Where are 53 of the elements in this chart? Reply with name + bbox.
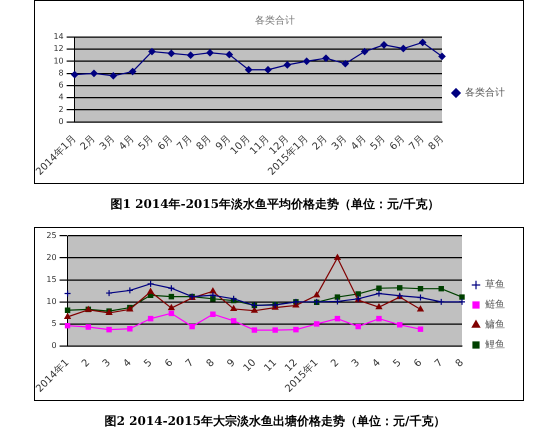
y-tick-label: 20 — [46, 252, 57, 262]
x-tick-label: 8 — [454, 357, 466, 370]
legend-label: 鳙鱼 — [485, 318, 505, 331]
x-tick-label: 5月 — [136, 133, 156, 153]
legend-label: 草鱼 — [485, 278, 505, 291]
y-tick-label: 15 — [46, 274, 57, 284]
chart-title: 各类合计 — [255, 14, 295, 27]
y-tick-label: 25 — [46, 230, 57, 240]
y-tick-label: 10 — [53, 56, 64, 66]
x-tick-label: 3月 — [98, 133, 118, 153]
legend-label: 各类合计 — [465, 86, 505, 99]
y-tick-label: 8 — [58, 68, 64, 78]
caption: 图1 2014年-2015年淡水鱼平均价格走势（单位：元/千克） — [110, 196, 440, 213]
y-tick-label: 14 — [53, 32, 64, 42]
x-tick-label: 4月 — [349, 133, 369, 153]
x-tick-label: 6 — [163, 357, 176, 370]
legend-label: 鲢鱼 — [485, 298, 505, 311]
x-tick-label: 10 — [242, 357, 258, 374]
x-tick-label: 7 — [432, 357, 446, 370]
x-tick-label: 4 — [370, 357, 383, 370]
x-tick-label: 6月 — [156, 133, 176, 153]
x-tick-label: 9 — [225, 357, 238, 370]
x-tick-label: 5 — [142, 357, 155, 370]
x-tick-label: 2 — [80, 357, 92, 370]
x-tick-label: 2月 — [78, 133, 98, 153]
x-tick-label: 2 — [329, 357, 342, 370]
y-tick-label: 2 — [58, 104, 64, 114]
x-tick-label: 4月 — [117, 133, 137, 153]
x-tick-label: 3月 — [330, 133, 350, 153]
x-tick-label: 7月 — [175, 133, 195, 153]
x-tick-label: 2月 — [310, 133, 330, 153]
x-tick-label: 7月 — [407, 133, 427, 153]
x-tick-label: 8月 — [426, 133, 446, 153]
x-tick-label: 6 — [412, 357, 424, 370]
x-tick-label: 3 — [350, 357, 362, 370]
x-tick-label: 5月 — [368, 133, 388, 153]
x-tick-label: 3 — [100, 357, 114, 370]
y-tick-label: 12 — [53, 44, 64, 54]
x-tick-label: 11 — [262, 357, 280, 374]
x-tick-label: 6月 — [388, 133, 408, 153]
x-tick-label: 4 — [122, 357, 134, 370]
x-tick-label: 5 — [391, 357, 404, 370]
x-tick-label: 8 — [204, 357, 217, 370]
caption: 图2 2014-2015年大宗淡水鱼出塘价格走势（单位：元/千克） — [104, 413, 446, 430]
y-tick-label: 4 — [58, 92, 64, 102]
y-tick-label: 5 — [51, 319, 57, 328]
y-tick-label: 6 — [58, 80, 64, 90]
y-tick-label: 0 — [51, 341, 57, 350]
legend-label: 鲤鱼 — [485, 338, 505, 351]
x-tick-label: 7 — [184, 357, 196, 370]
x-tick-label: 8月 — [194, 133, 214, 153]
y-tick-label: 0 — [58, 116, 64, 126]
y-tick-label: 10 — [46, 296, 57, 306]
